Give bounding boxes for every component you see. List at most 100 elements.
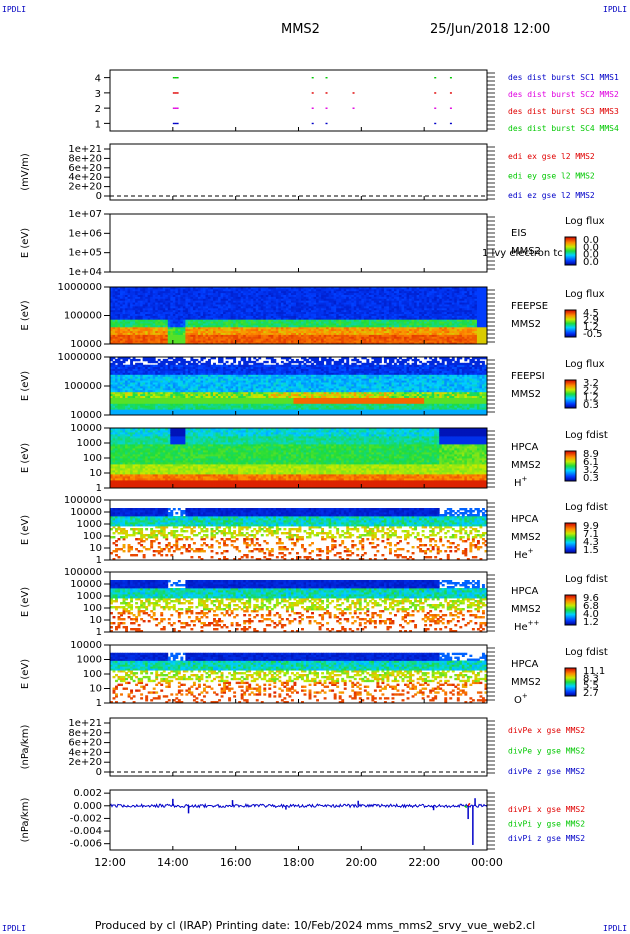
feepse-pixel (132, 328, 136, 332)
feepse-pixel (268, 292, 272, 295)
feepse-pixel (255, 290, 259, 294)
feepse-pixel (150, 290, 154, 294)
burst-mark (449, 107, 452, 109)
feepse-pixel (167, 321, 171, 324)
feepse-colorbar-tick: -0.5 (583, 329, 603, 340)
feepse-pixel (127, 319, 131, 322)
feepse-pixel (228, 287, 232, 290)
feepse-pixel (152, 332, 156, 335)
feepse-pixel (275, 302, 279, 305)
feepse-pixel (213, 317, 216, 320)
feepse-pixel (230, 342, 234, 345)
feepse-pixel (185, 325, 189, 328)
feepse-pixel (268, 294, 272, 297)
burst-mark (434, 122, 437, 125)
feepse-pixel (255, 311, 259, 314)
feepse-pixel (275, 313, 279, 316)
feepse-pixel (243, 287, 247, 290)
feepse-pixel (130, 307, 134, 311)
feepse-pixel (137, 298, 141, 301)
feepse-pixel (150, 332, 154, 335)
feepse-pixel (192, 315, 196, 318)
feepse-pixel (192, 296, 196, 299)
edi-ytick-label: 4e+20 (68, 172, 102, 183)
feepse-pixel (228, 309, 232, 313)
feepse-pixel (117, 323, 121, 326)
feepse-pixel (248, 290, 252, 294)
feepse-pixel (213, 326, 216, 330)
feepse-pixel (190, 336, 194, 339)
feepse-pixel (162, 287, 166, 290)
feepse-pixel (187, 292, 191, 295)
feepse-pixel (170, 328, 174, 332)
feepse-pixel (265, 326, 269, 330)
feepse-pixel (192, 321, 196, 324)
feepse-pixel (238, 323, 242, 326)
feepse-pixel (260, 302, 264, 305)
feepse-pixel (170, 311, 174, 314)
feepse-pixel (175, 296, 179, 299)
feepse-pixel (167, 294, 171, 297)
feepse-pixel (110, 304, 113, 307)
feepse-pixel (228, 311, 232, 314)
feepse-pixel (250, 306, 254, 309)
feepse-pixel (155, 328, 159, 332)
feepse-pixel (210, 334, 214, 337)
feepse-pixel (278, 302, 282, 305)
feepse-pixel (155, 338, 159, 341)
feepse-pixel (190, 294, 194, 297)
feepse-pixel (275, 307, 279, 311)
feepse-pixel (122, 313, 126, 316)
feepse-pixel (258, 325, 262, 328)
feepse-pixel (197, 330, 201, 333)
feepse-pixel (175, 323, 179, 326)
feepse-pixel (280, 328, 284, 332)
eis-instrument-label: MMS2 (511, 246, 541, 257)
feepse-pixel (165, 294, 169, 297)
feepse-pixel (142, 323, 146, 326)
feepse-pixel (150, 294, 154, 297)
feepse-pixel (140, 294, 144, 297)
feepse-pixel (218, 315, 221, 318)
feepse-pixel (235, 294, 239, 297)
eis-colorbar-tick: 0.0 (583, 257, 599, 268)
feepse-pixel (177, 342, 181, 345)
feepse-pixel (240, 292, 244, 295)
feepse-pixel (155, 342, 159, 345)
feepse-pixel (152, 294, 156, 297)
feepse-pixel (278, 330, 282, 333)
feepse-pixel (117, 328, 121, 332)
feepse-pixel (120, 287, 123, 290)
feepse-pixel (243, 332, 247, 335)
feepse-pixel (260, 319, 264, 322)
feepse-pixel (152, 300, 156, 303)
feepse-pixel (152, 290, 156, 294)
feepse-pixel (115, 304, 118, 307)
feepse-pixel (142, 311, 146, 314)
feepse-pixel (130, 340, 134, 343)
feepse-pixel (137, 342, 141, 345)
feepse-pixel (197, 298, 201, 301)
feepse-pixel (177, 332, 181, 335)
feepse-pixel (220, 288, 224, 292)
feepse-pixel (110, 332, 113, 335)
feepse-pixel (152, 304, 156, 307)
feepse-pixel (202, 309, 206, 313)
feepse-pixel (155, 317, 159, 320)
feepse-pixel (197, 311, 201, 314)
feepse-pixel (238, 307, 242, 311)
feepse-pixel (165, 300, 169, 303)
feepse-pixel (130, 313, 134, 316)
feepse-pixel (170, 330, 174, 333)
feepse-pixel (273, 306, 277, 309)
feepse-pixel (160, 321, 164, 324)
feepse-pixel (147, 332, 151, 335)
feepse-pixel (248, 342, 252, 345)
feepse-pixel (230, 298, 234, 301)
feepse-pixel (210, 313, 214, 316)
feepse-pixel (270, 306, 274, 309)
feepse-pixel (253, 340, 257, 343)
feepse-pixel (142, 290, 146, 294)
edi-ytick-label: 8e+20 (68, 153, 102, 164)
feepse-pixel (132, 309, 136, 313)
